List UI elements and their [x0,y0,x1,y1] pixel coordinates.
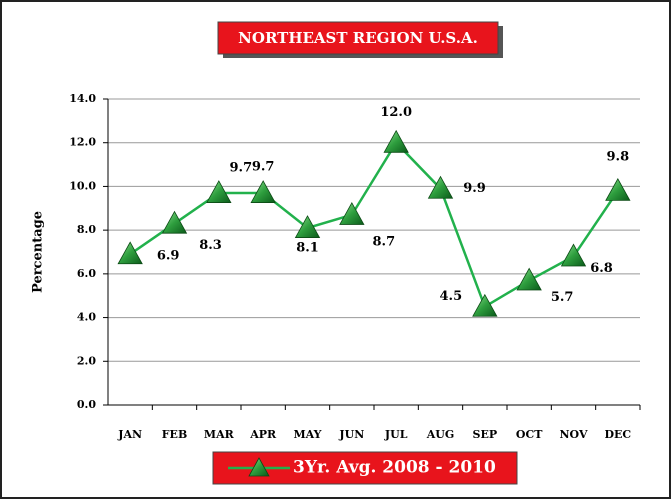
y-tick-label: 8.0 [77,223,96,236]
x-tick-label: JUN [338,428,364,441]
x-tick-label: APR [249,428,277,441]
data-label: 9.8 [607,149,630,164]
chart-title: NORTHEAST REGION U.S.A. [238,29,478,47]
x-tick-label: JUL [384,428,408,441]
y-axis-label: Percentage [31,211,46,293]
data-label: 6.8 [590,261,613,276]
x-tick-label: FEB [162,428,188,441]
x-tick-label: DEC [604,428,631,441]
marker [250,180,276,203]
marker [605,177,631,201]
data-label: 6.9 [157,249,180,264]
marker [472,293,498,317]
data-label: 9.9 [463,181,486,196]
data-label: 9.7 [252,159,275,174]
y-tick-label: 14.0 [69,92,96,105]
data-label: 9.7 [230,160,253,175]
marker [294,215,321,238]
marker [206,180,232,203]
marker [516,267,542,291]
marker [427,175,454,199]
marker [383,129,409,153]
data-label: 4.5 [440,289,463,304]
data-label: 8.7 [373,234,396,249]
y-tick-label: 0.0 [77,398,96,411]
data-label: 8.3 [199,238,222,253]
y-tick-label: 10.0 [69,179,96,192]
marker [339,202,365,225]
legend-marker [248,457,270,477]
title-box [217,21,499,55]
x-tick-label: OCT [516,428,543,441]
x-tick-label: MAY [293,428,321,441]
data-label: 8.1 [296,240,319,255]
y-tick-label: 2.0 [77,354,96,367]
x-tick-label: AUG [426,428,455,441]
y-tick-label: 4.0 [77,311,96,324]
y-tick-label: 12.0 [69,136,96,149]
data-label: 12.0 [380,105,412,120]
marker [117,241,143,265]
x-tick-label: NOV [560,428,588,441]
x-tick-label: JAN [117,428,142,441]
marker [560,243,587,267]
x-tick-label: SEP [473,428,498,441]
legend-label: 3Yr. Avg. 2008 - 2010 [293,458,496,478]
data-label: 5.7 [551,290,574,305]
y-tick-label: 6.0 [77,267,96,280]
x-tick-label: MAR [204,428,235,441]
marker [161,210,188,234]
